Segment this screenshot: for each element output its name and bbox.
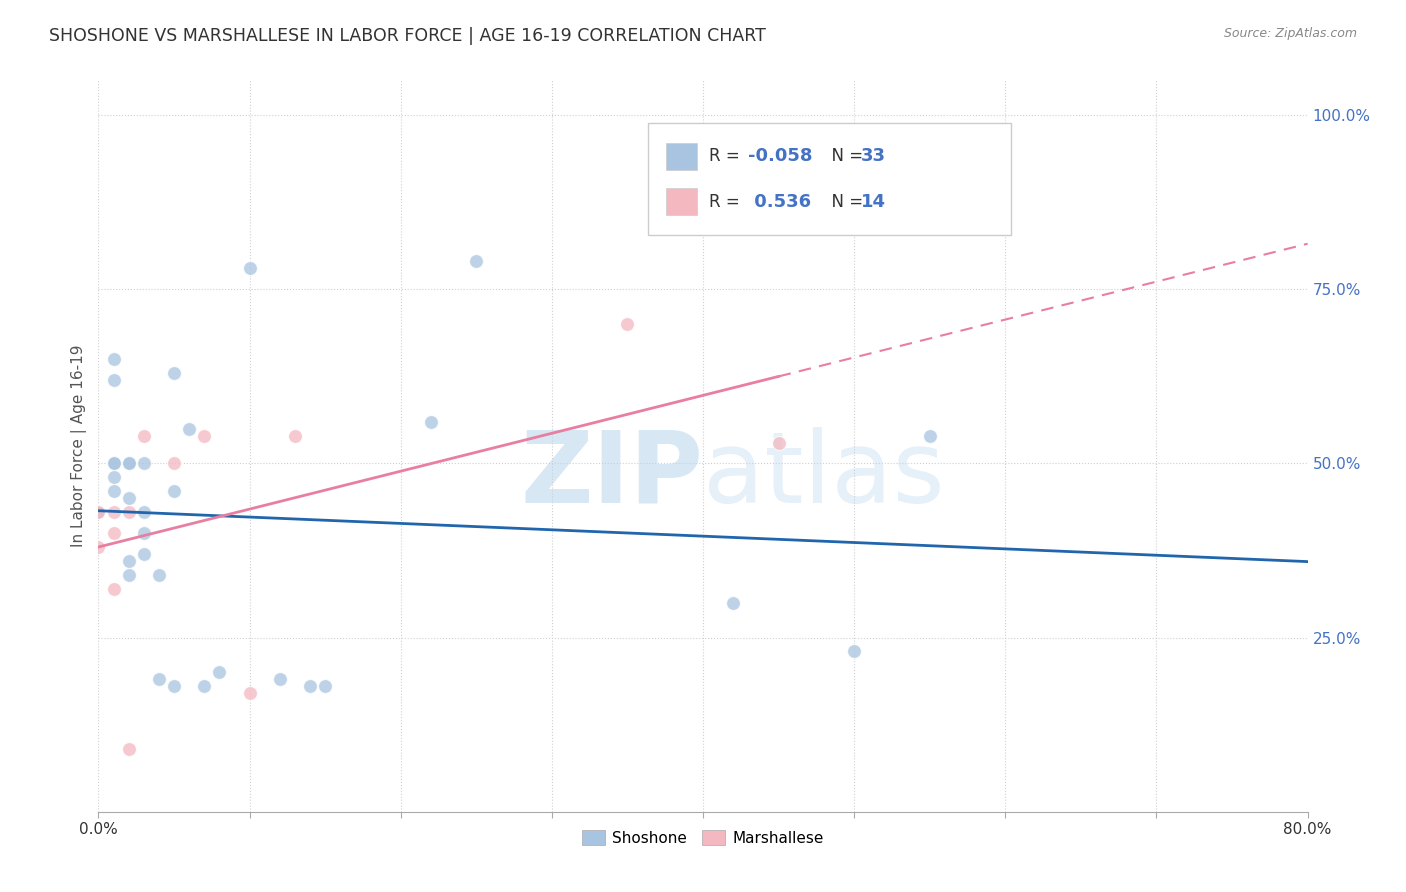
Point <box>118 505 141 519</box>
Point <box>148 567 170 582</box>
Point <box>103 457 125 471</box>
Point <box>284 428 307 442</box>
Point <box>163 484 186 499</box>
Point <box>87 505 110 519</box>
Y-axis label: In Labor Force | Age 16-19: In Labor Force | Age 16-19 <box>72 344 87 548</box>
Point <box>103 526 125 541</box>
Point <box>132 526 155 541</box>
Point <box>239 261 262 276</box>
Legend: Shoshone, Marshallese: Shoshone, Marshallese <box>575 823 831 852</box>
Point <box>103 373 125 387</box>
Text: Source: ZipAtlas.com: Source: ZipAtlas.com <box>1223 27 1357 40</box>
Point <box>103 484 125 499</box>
Text: -0.058: -0.058 <box>748 147 813 166</box>
Point <box>193 679 215 693</box>
Point <box>163 457 186 471</box>
Point <box>103 505 125 519</box>
Point <box>299 679 322 693</box>
Point <box>118 554 141 568</box>
Text: 33: 33 <box>860 147 886 166</box>
Point <box>103 582 125 596</box>
Point <box>844 644 866 658</box>
Point <box>723 596 745 610</box>
Point <box>118 457 141 471</box>
Point <box>269 673 291 687</box>
Point <box>118 567 141 582</box>
Text: 14: 14 <box>860 193 886 211</box>
Point <box>768 435 790 450</box>
Point <box>87 505 110 519</box>
Point <box>118 491 141 506</box>
Text: R =: R = <box>709 193 745 211</box>
Text: R =: R = <box>709 147 745 166</box>
Point <box>132 428 155 442</box>
Point <box>163 366 186 380</box>
Text: ZIP: ZIP <box>520 426 703 524</box>
Point <box>132 457 155 471</box>
Text: N =: N = <box>821 193 869 211</box>
Point <box>163 679 186 693</box>
Point <box>918 428 941 442</box>
Point <box>148 673 170 687</box>
Point <box>420 415 443 429</box>
Point <box>132 505 155 519</box>
Text: N =: N = <box>821 147 869 166</box>
Point <box>616 317 638 331</box>
Point <box>179 421 201 435</box>
Point <box>208 665 231 680</box>
Text: atlas: atlas <box>703 426 945 524</box>
Point <box>314 679 336 693</box>
Point <box>239 686 262 700</box>
Point <box>103 351 125 366</box>
Point <box>87 540 110 554</box>
Text: SHOSHONE VS MARSHALLESE IN LABOR FORCE | AGE 16-19 CORRELATION CHART: SHOSHONE VS MARSHALLESE IN LABOR FORCE |… <box>49 27 766 45</box>
Point <box>118 457 141 471</box>
Point <box>193 428 215 442</box>
Text: 0.536: 0.536 <box>748 193 811 211</box>
Point <box>103 457 125 471</box>
Point <box>132 547 155 561</box>
Point <box>465 254 488 268</box>
Point <box>103 470 125 484</box>
Point <box>118 742 141 756</box>
